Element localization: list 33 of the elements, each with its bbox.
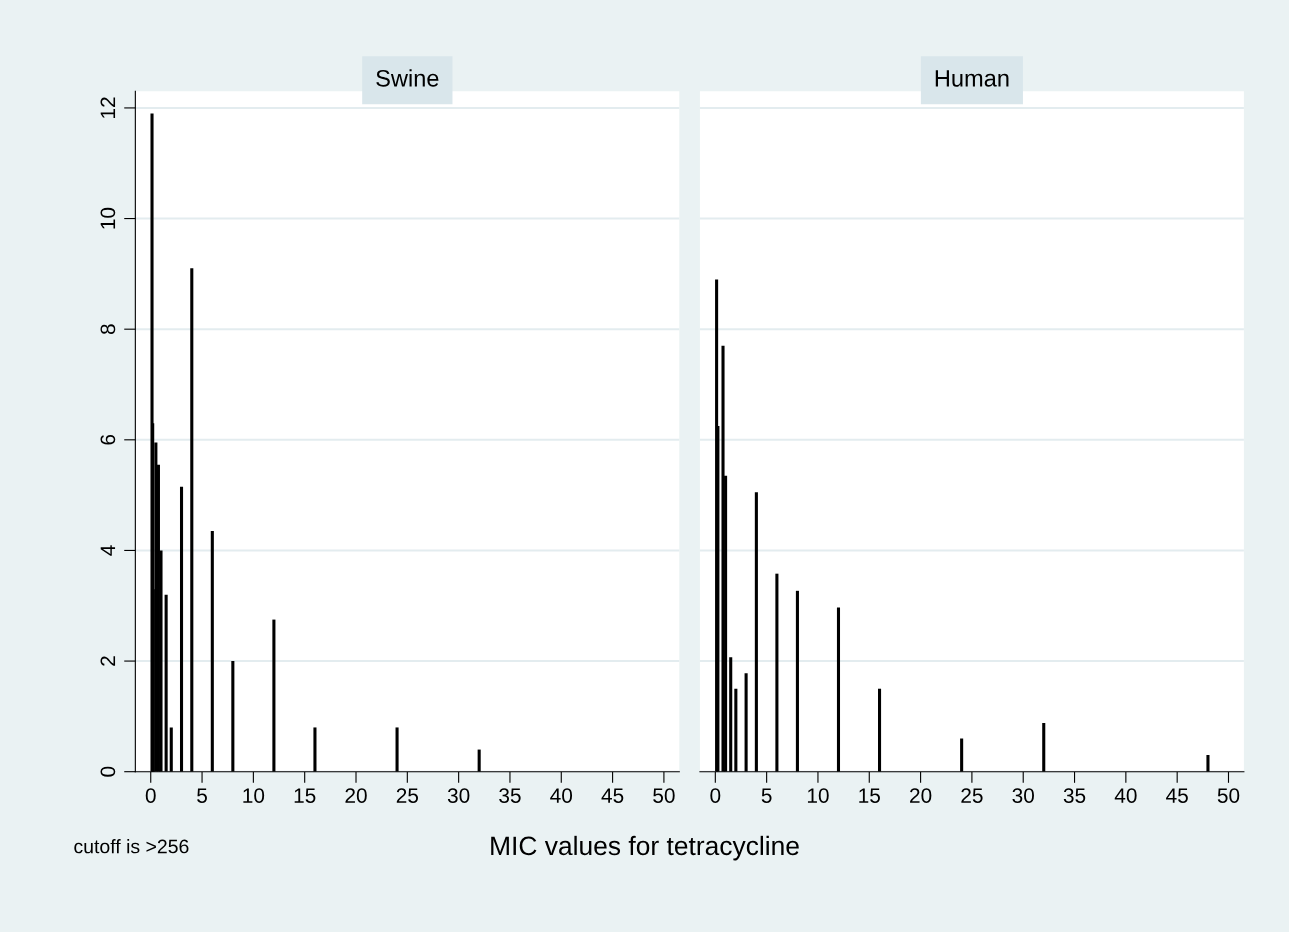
y-tick-label: 2	[100, 656, 116, 666]
x-tick-label: 5	[197, 788, 207, 803]
text: cutoff is >256	[74, 839, 189, 854]
x-tick-label: 40	[550, 788, 573, 803]
x-tick-label: 10	[807, 788, 829, 803]
x-tick-label: 35	[1063, 788, 1086, 803]
x-tick-label: 15	[859, 788, 880, 803]
x-tick-label: 15	[294, 788, 316, 803]
y-tick-label: 8	[100, 324, 116, 335]
x-tick-label: 50	[1217, 788, 1240, 803]
x-tick-label: 0	[145, 788, 156, 803]
x-tick-label: 30	[447, 788, 470, 803]
y-tick-label: 6	[100, 434, 116, 445]
x-tick-label: 0	[710, 788, 721, 803]
x-tick-label: 45	[1166, 788, 1188, 803]
y-tick-label: 10	[100, 207, 116, 229]
x-tick-label: 50	[653, 788, 675, 803]
x-tick-label: 25	[961, 788, 983, 803]
x-tick-label: 40	[1114, 788, 1137, 803]
x-tick-label: 20	[910, 788, 932, 803]
x-tick-label: 25	[396, 788, 419, 803]
y-tick-label: 4	[100, 545, 116, 556]
x-tick-label: 35	[499, 788, 521, 803]
chart-title: Swine	[376, 69, 439, 87]
x-axis-title: MIC values for tetracycline	[491, 835, 799, 861]
x-tick-label: 5	[761, 788, 772, 803]
x-tick-label: 20	[345, 788, 367, 803]
x-tick-label: 30	[1012, 788, 1034, 803]
y-tick-label: 12	[100, 97, 116, 118]
x-tick-label: 10	[243, 788, 265, 803]
x-tick-label: 45	[601, 788, 624, 803]
y-tick-label: 0	[100, 766, 116, 777]
chart-title: Human	[935, 70, 1009, 87]
